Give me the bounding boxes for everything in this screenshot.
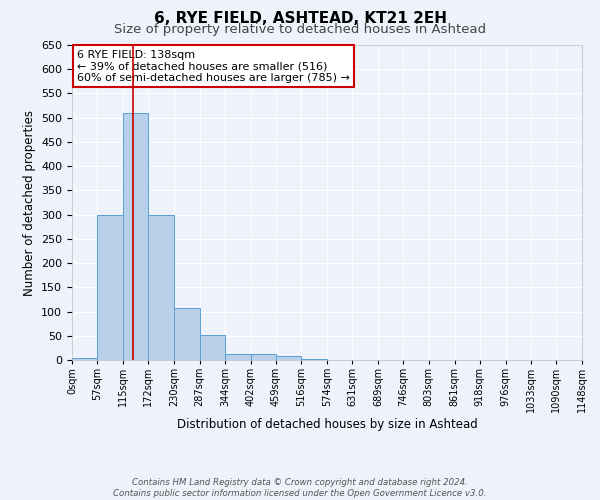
Bar [301, 359, 327, 360]
Bar [72, 358, 97, 360]
Y-axis label: Number of detached properties: Number of detached properties [23, 110, 35, 296]
Text: Contains HM Land Registry data © Crown copyright and database right 2024.
Contai: Contains HM Land Registry data © Crown c… [113, 478, 487, 498]
Bar [199, 335, 225, 360]
Bar [123, 113, 148, 360]
Bar [148, 214, 174, 360]
Text: 6, RYE FIELD, ASHTEAD, KT21 2EH: 6, RYE FIELD, ASHTEAD, KT21 2EH [154, 11, 446, 26]
X-axis label: Distribution of detached houses by size in Ashtead: Distribution of detached houses by size … [176, 418, 478, 431]
Bar [225, 354, 251, 360]
Bar [97, 214, 123, 360]
Text: Size of property relative to detached houses in Ashtead: Size of property relative to detached ho… [114, 22, 486, 36]
Bar [251, 354, 276, 360]
Bar [276, 356, 301, 360]
Text: 6 RYE FIELD: 138sqm
← 39% of detached houses are smaller (516)
60% of semi-detac: 6 RYE FIELD: 138sqm ← 39% of detached ho… [77, 50, 350, 83]
Bar [174, 308, 199, 360]
